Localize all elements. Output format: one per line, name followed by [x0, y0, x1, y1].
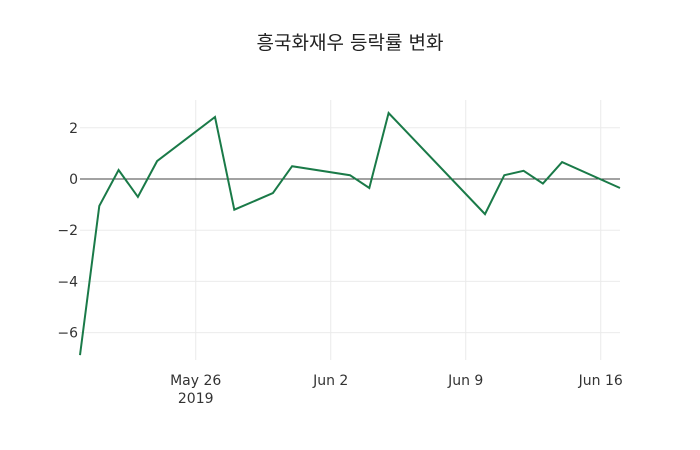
x-tick-label: Jun 2	[312, 373, 348, 389]
x-tick-label: Jun 16	[578, 373, 623, 389]
series-line	[79, 111, 621, 356]
x-tick-label: Jun 9	[447, 373, 483, 389]
y-tick-label: 0	[69, 172, 78, 188]
y-tick-label: −6	[57, 326, 78, 342]
x-tick-year: 2019	[178, 391, 214, 407]
x-tick-label: May 26	[170, 373, 221, 389]
x-axis-ticks: May 26 2019 Jun 2 Jun 9 Jun 16	[170, 373, 623, 407]
chart-title: 흥국화재우 등락률 변화	[256, 32, 444, 54]
y-tick-label: −2	[57, 223, 78, 239]
y-axis-ticks: 2 0 −2 −4 −6	[57, 121, 78, 342]
y-tick-label: −4	[57, 274, 78, 290]
gridlines	[80, 100, 620, 360]
y-tick-label: 2	[69, 121, 78, 137]
